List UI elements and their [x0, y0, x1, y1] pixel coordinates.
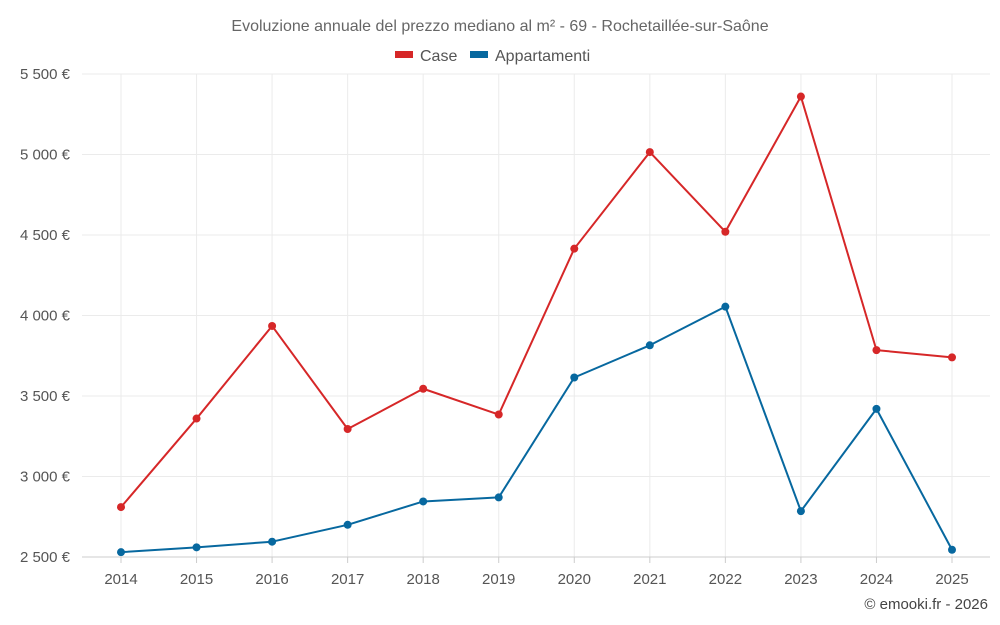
legend-label-appartamenti: Appartamenti	[495, 48, 590, 65]
data-point-case-2018	[419, 384, 428, 393]
data-point-appartamenti-2015	[192, 543, 201, 552]
data-point-appartamenti-2025	[948, 545, 956, 554]
y-tick-label: 2 500 €	[20, 549, 71, 566]
data-point-appartamenti-2017	[343, 520, 352, 529]
x-tick-label: 2019	[482, 571, 515, 588]
data-point-case-2014	[117, 503, 125, 512]
x-tick-label: 2022	[709, 571, 742, 588]
x-tick-label: 2024	[860, 571, 893, 588]
x-tick-label: 2018	[406, 571, 439, 588]
grid	[82, 73, 990, 558]
data-point-appartamenti-2016	[268, 537, 277, 546]
legend-label-case: Case	[420, 48, 457, 65]
x-tick-label: 2023	[784, 571, 817, 588]
x-tick-label: 2020	[558, 571, 591, 588]
x-tick-label: 2014	[104, 571, 137, 588]
data-point-case-2021	[645, 148, 654, 157]
data-point-appartamenti-2020	[570, 373, 579, 382]
chart-title: Evoluzione annuale del prezzo mediano al…	[231, 18, 768, 35]
y-tick-label: 3 500 €	[20, 388, 71, 405]
data-point-appartamenti-2022	[721, 302, 730, 311]
data-point-case-2025	[948, 353, 956, 362]
legend: Case Appartamenti	[395, 48, 590, 65]
data-point-case-2022	[721, 227, 730, 236]
x-tick-label: 2016	[255, 571, 288, 588]
data-point-appartamenti-2019	[494, 493, 503, 502]
legend-swatch-case	[395, 51, 413, 58]
data-point-appartamenti-2023	[796, 507, 805, 516]
data-point-appartamenti-2024	[872, 404, 881, 413]
data-point-appartamenti-2021	[645, 341, 654, 350]
data-point-case-2024	[872, 346, 881, 355]
y-tick-label: 4 500 €	[20, 227, 71, 244]
y-tick-label: 4 000 €	[20, 308, 71, 325]
x-tick-label: 2017	[331, 571, 364, 588]
y-axis: 2 500 € 3 000 € 3 500 € 4 000 € 4 500 € 5 000…	[20, 66, 71, 566]
data-point-case-2017	[343, 425, 352, 434]
data-point-case-2019	[494, 410, 503, 419]
x-tick-label: 2021	[633, 571, 666, 588]
data-point-case-2016	[268, 321, 277, 330]
x-tick-label: 2025	[935, 571, 968, 588]
y-tick-label: 5 000 €	[20, 147, 71, 164]
series-line-case	[120, 95, 953, 508]
data-point-appartamenti-2018	[419, 497, 428, 506]
data-point-case-2015	[192, 414, 201, 423]
x-tick-label: 2015	[180, 571, 213, 588]
data-point-appartamenti-2014	[117, 548, 125, 557]
x-axis: 2014 2015 2016 2017 2018 2019 2020 2021 2022 2023…	[104, 557, 969, 588]
data-point-case-2020	[570, 244, 579, 253]
y-tick-label: 3 000 €	[20, 469, 71, 486]
legend-swatch-appartamenti	[470, 51, 488, 58]
series-group	[117, 92, 956, 557]
data-point-case-2023	[796, 92, 805, 101]
credit-text: © emooki.fr - 2026	[864, 596, 988, 613]
y-tick-label: 5 500 €	[20, 66, 71, 83]
series-line-appartamenti	[120, 305, 953, 554]
